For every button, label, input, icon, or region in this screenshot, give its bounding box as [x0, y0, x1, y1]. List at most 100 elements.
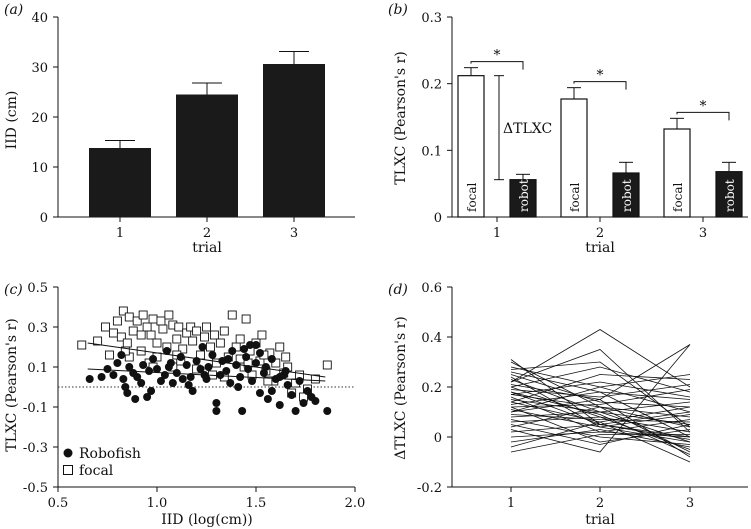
panel-c-ylabel: TLXC (Pearson's r)	[4, 318, 20, 451]
panel-c-point-focal	[156, 316, 166, 326]
panel-c-point-focal	[112, 316, 122, 326]
panel-c-point-focal	[146, 330, 156, 340]
panel-d-ytick-label: 0.6	[421, 281, 442, 296]
panel-d-series-line	[510, 376, 691, 443]
panel-c-point-robofish	[160, 371, 169, 379]
panel-c-point-robofish	[275, 373, 284, 381]
panel-a: (a) IID (cm) trial 0 10 20 30 40 1 2 3	[4, 2, 355, 256]
panel-c-point-robofish	[248, 377, 257, 385]
panel-c-point-robofish	[224, 355, 233, 363]
panel-c-point-focal	[235, 334, 245, 344]
panel-c-point-robofish	[212, 399, 221, 407]
panel-d-series-line	[510, 424, 691, 445]
panel-d-series-line	[510, 391, 691, 455]
panel-b-bar-label: focal	[671, 182, 685, 212]
panel-d-ytick-label: 0.4	[421, 331, 442, 346]
panel-a-label: (a)	[4, 2, 23, 18]
panel-c-point-robofish	[263, 395, 272, 403]
panel-b-bar-label: robot	[723, 179, 737, 212]
panel-c-point-robofish	[125, 363, 134, 371]
panel-c-point-focal	[215, 338, 225, 348]
panel-c-xtick-label: 1.0	[147, 496, 168, 511]
panel-d-series-line	[510, 391, 691, 438]
panel-c-point-robofish	[85, 375, 94, 383]
panel-c-point-focal	[152, 338, 162, 348]
panel-a-bar	[176, 94, 238, 217]
panel-c-point-robofish	[131, 395, 140, 403]
panel-c-point-robofish	[216, 371, 225, 379]
panel-c-point-focal	[138, 310, 148, 320]
panel-c-point-focal	[172, 334, 182, 344]
panel-d-series-line	[510, 431, 691, 438]
panel-c-point-focal	[206, 342, 215, 352]
panel-c-point-robofish	[164, 363, 173, 371]
panel-c-point-robofish	[176, 353, 185, 361]
panel-c-point-robofish	[240, 345, 249, 353]
panel-c-legend-marker-robofish	[63, 448, 73, 458]
panel-d-xtick-label: 3	[686, 496, 694, 511]
panel-c-point-robofish	[311, 397, 320, 405]
panel-c-point-robofish	[184, 381, 193, 389]
panel-c-fit-line-focal	[87, 342, 326, 378]
panel-c-point-focal	[275, 342, 285, 352]
panel-c-point-robofish	[299, 399, 308, 407]
panel-c-point-robofish	[145, 367, 154, 375]
panel-b-label: (b)	[388, 2, 408, 18]
panel-c-point-focal	[124, 312, 134, 322]
panel-c-point-robofish	[275, 401, 284, 409]
panel-d-label: (d)	[388, 282, 408, 298]
panel-c-point-robofish	[267, 355, 276, 363]
panel-c-point-robofish	[168, 379, 177, 387]
panel-c-point-robofish	[255, 389, 264, 397]
panel-c-point-robofish	[238, 407, 247, 415]
panel-c-point-robofish	[149, 355, 158, 363]
panel-b-ytick-label: 0.3	[421, 11, 442, 26]
panel-c-point-robofish	[119, 375, 128, 383]
panel-b-ytick-label: 0	[434, 211, 442, 226]
panel-c-point-robofish	[261, 363, 270, 371]
panel-a-ytick-label: 10	[31, 161, 48, 176]
panel-c-point-robofish	[139, 361, 148, 369]
panel-c-point-robofish	[259, 369, 268, 377]
panel-c-point-robofish	[234, 383, 243, 391]
panel-d-series-line	[510, 374, 691, 413]
panel-c-ytick-label: -0.1	[23, 401, 48, 416]
panel-b-delta-label: ΔTLXC	[503, 121, 552, 137]
panel-c-point-focal	[192, 326, 202, 336]
panel-c-point-robofish	[222, 367, 231, 375]
panel-c-point-focal	[128, 326, 138, 336]
panel-b-xtick-label: 2	[596, 226, 604, 241]
panel-c-point-robofish	[113, 359, 122, 367]
panel-d-series-line	[510, 381, 691, 398]
panel-b-bar-robot	[715, 171, 743, 218]
panel-c-fit-line-Robofish	[87, 368, 326, 382]
panel-c-point-robofish	[303, 387, 312, 395]
panel-c-point-robofish	[162, 347, 171, 355]
panel-c-point-focal	[77, 340, 87, 350]
panel-b-ytick-label: 0.1	[421, 144, 442, 159]
panel-c-point-robofish	[252, 359, 260, 367]
panel-c-point-focal	[116, 332, 126, 342]
panel-c-point-robofish	[143, 393, 152, 401]
panel-c-label: (c)	[4, 282, 23, 298]
panel-c-point-robofish	[198, 343, 207, 351]
panel-c-point-focal	[202, 322, 211, 332]
panel-b-xtick-label: 1	[493, 226, 501, 241]
panel-d-ytick-label: -0.2	[417, 481, 442, 496]
panel-c-point-focal	[142, 322, 152, 332]
panel-c-xtick-label: 2.0	[345, 496, 366, 511]
panel-a-ytick-label: 20	[31, 111, 48, 126]
panel-c-ytick-label: -0.5	[23, 481, 48, 496]
panel-c-point-robofish	[147, 387, 156, 395]
panel-c-point-robofish	[121, 383, 130, 391]
panel-d-xtick-label: 1	[507, 496, 515, 511]
panel-c-point-focal	[241, 314, 251, 324]
panel-a-ytick-label: 30	[31, 61, 48, 76]
panel-c-point-focal	[122, 338, 132, 348]
panel-c-legend-marker-focal	[63, 465, 73, 475]
panel-a-xtick-label: 3	[290, 226, 298, 241]
panel-c-point-robofish	[208, 351, 217, 359]
panel-d-series-line	[510, 374, 691, 403]
panel-a-bar	[89, 148, 151, 217]
panel-c-point-robofish	[267, 387, 276, 395]
